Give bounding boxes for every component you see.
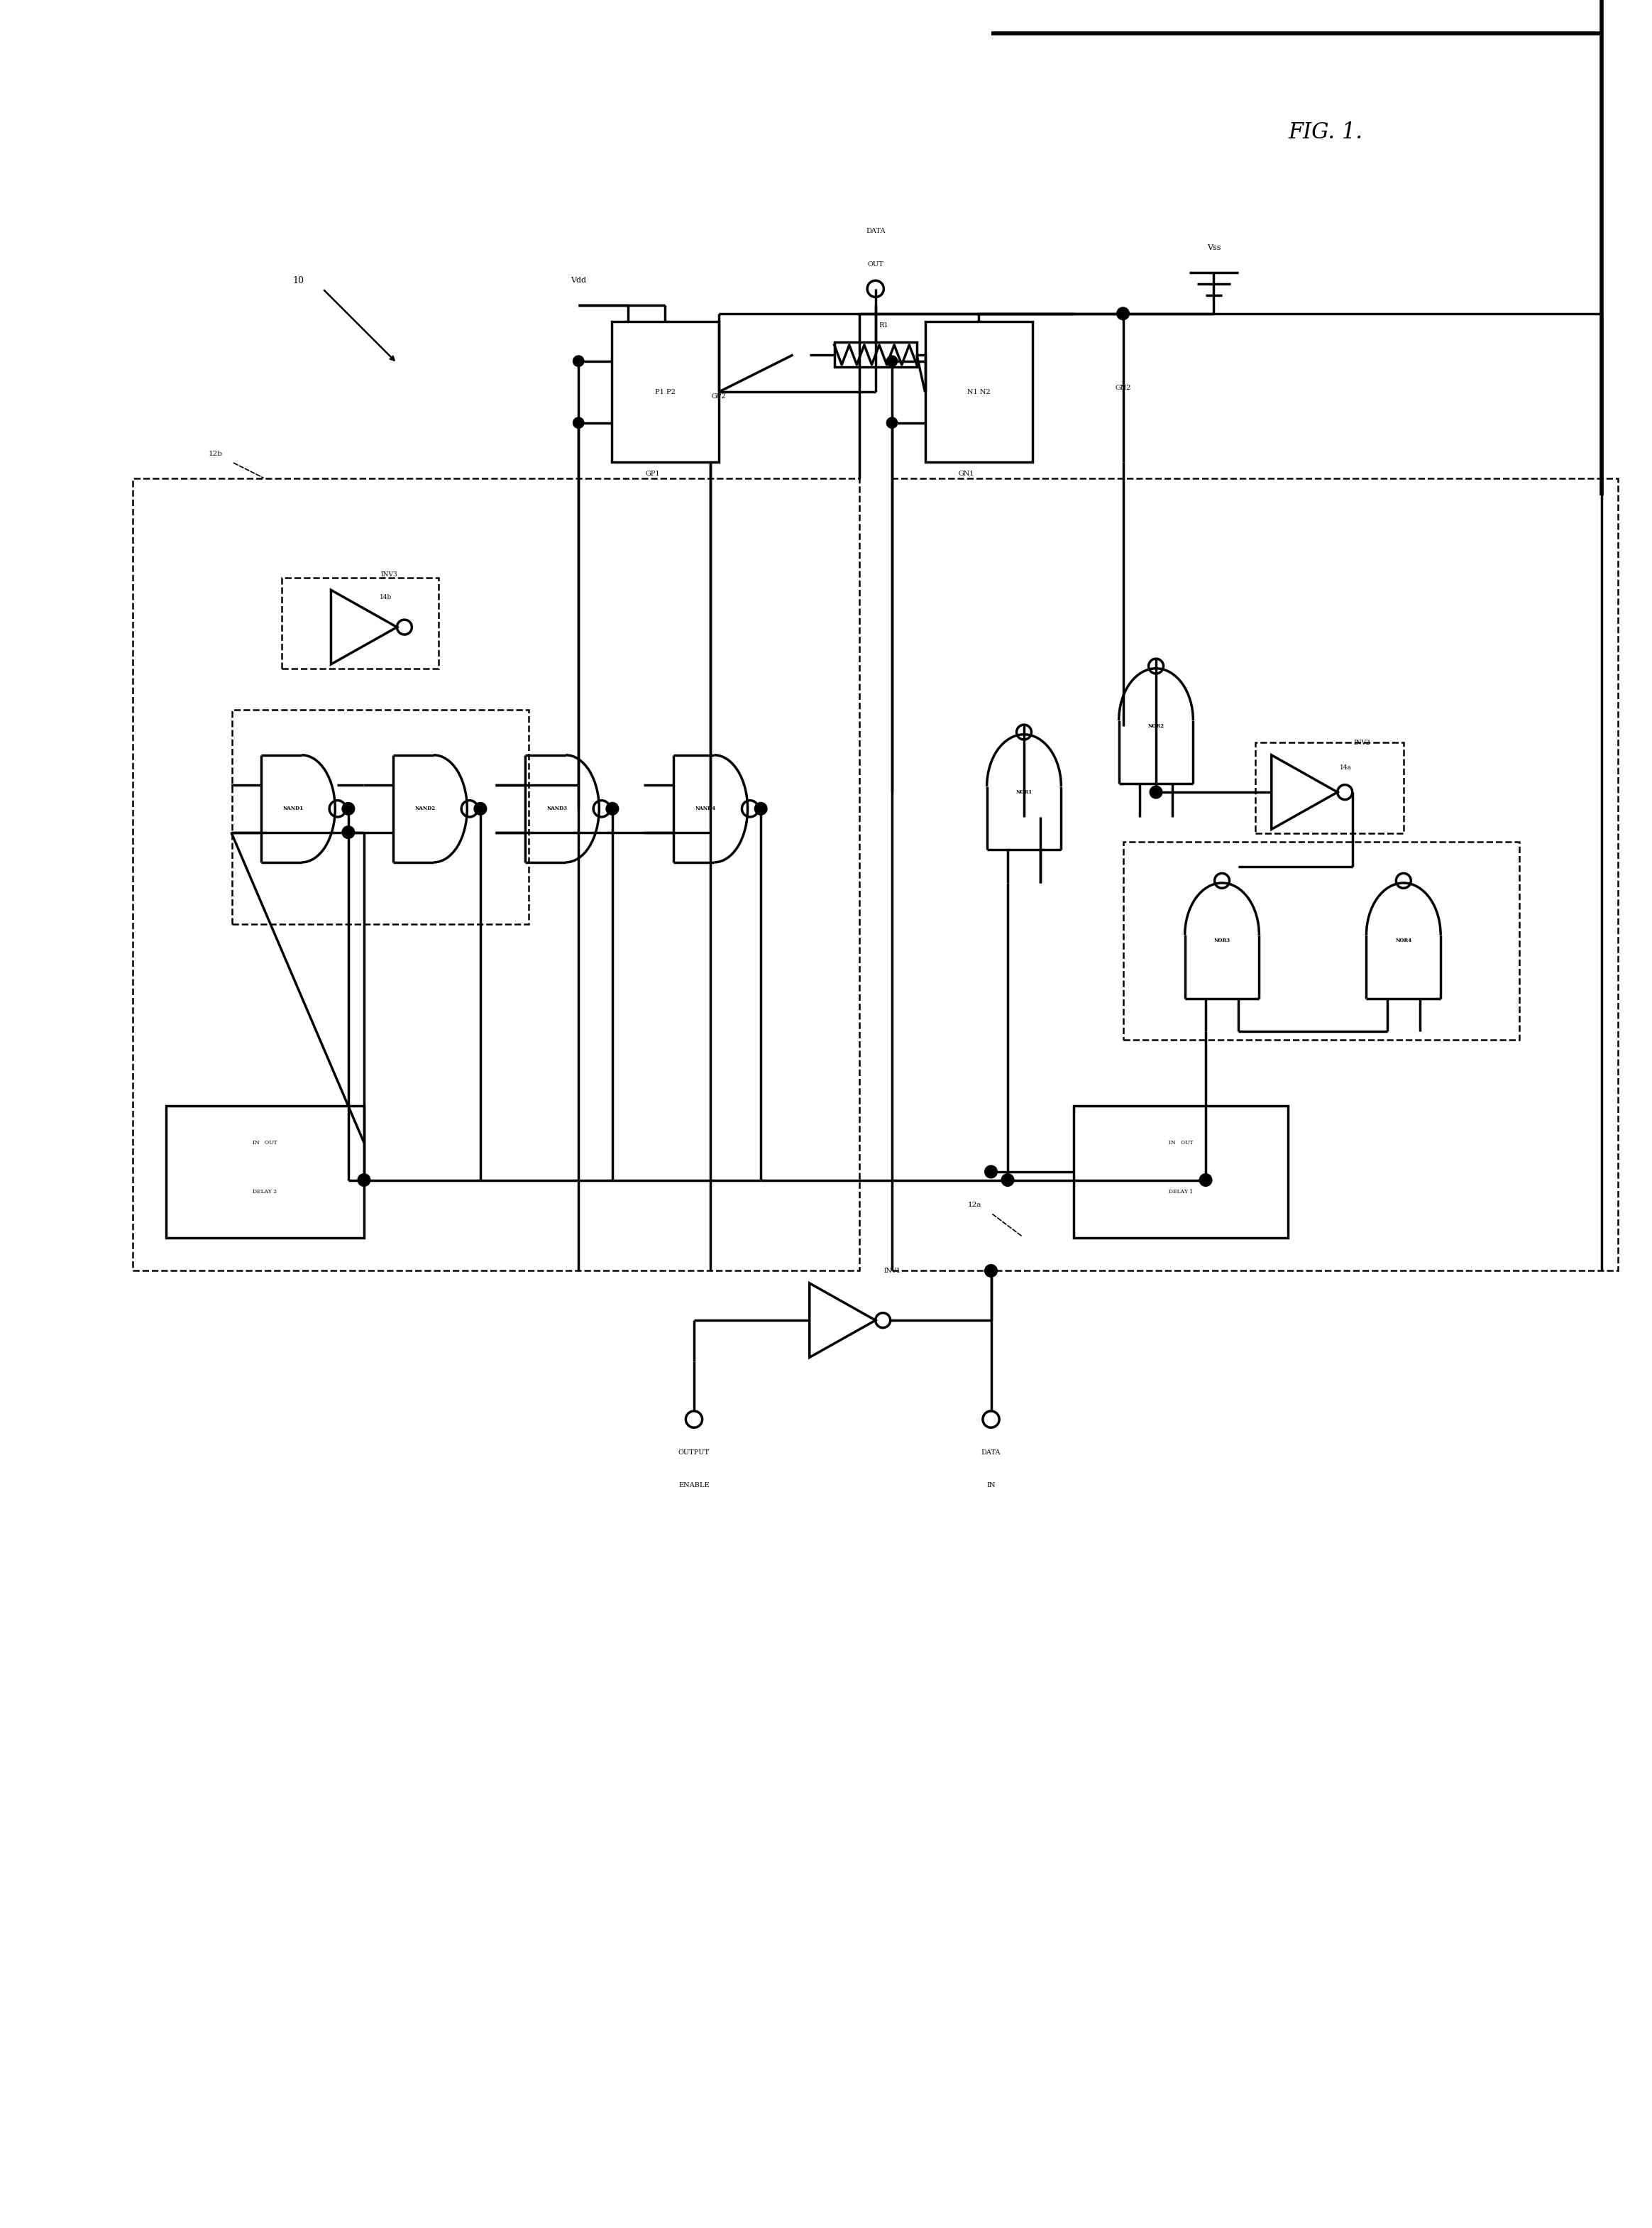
Circle shape: [755, 802, 767, 815]
Circle shape: [358, 1174, 370, 1185]
Polygon shape: [330, 590, 396, 664]
Bar: [165, 1105, 363, 1239]
Text: NOR3: NOR3: [1214, 938, 1231, 942]
Text: P1 P2: P1 P2: [654, 388, 676, 394]
Circle shape: [1001, 1174, 1013, 1185]
Text: DELAY 2: DELAY 2: [253, 1190, 278, 1194]
Text: 12a: 12a: [968, 1201, 981, 1208]
Text: NOR2: NOR2: [1148, 724, 1165, 729]
Text: FIG. 1.: FIG. 1.: [1289, 120, 1363, 143]
Text: OUTPUT: OUTPUT: [679, 1448, 710, 1455]
Text: OUT: OUT: [867, 261, 884, 267]
Circle shape: [985, 1266, 996, 1277]
Text: ENABLE: ENABLE: [679, 1482, 709, 1488]
Text: NAND1: NAND1: [282, 807, 304, 811]
Circle shape: [1199, 1174, 1211, 1185]
Text: GN1: GN1: [958, 470, 975, 477]
Text: INV2: INV2: [1355, 740, 1371, 746]
Text: Vss: Vss: [1208, 245, 1221, 252]
Circle shape: [573, 356, 583, 365]
Polygon shape: [809, 1283, 876, 1357]
Text: NAND4: NAND4: [695, 807, 715, 811]
Circle shape: [573, 419, 583, 428]
Text: N1 N2: N1 N2: [966, 388, 990, 394]
Text: IN: IN: [986, 1482, 996, 1488]
Bar: [281, 577, 438, 668]
Circle shape: [342, 802, 354, 815]
Text: Vdd: Vdd: [570, 276, 586, 285]
Text: 12b: 12b: [208, 450, 223, 457]
Text: IN   OUT: IN OUT: [253, 1141, 278, 1145]
Text: 14b: 14b: [380, 595, 392, 602]
Text: INV1: INV1: [884, 1268, 900, 1274]
Text: R1: R1: [879, 321, 889, 328]
Polygon shape: [1272, 755, 1338, 829]
Circle shape: [474, 802, 486, 815]
Text: NOR4: NOR4: [1396, 938, 1412, 942]
Bar: [892, 479, 1617, 1270]
Text: DELAY 1: DELAY 1: [1168, 1190, 1193, 1194]
Bar: [231, 711, 529, 925]
Circle shape: [1150, 786, 1161, 798]
Bar: [134, 479, 859, 1270]
Text: GN2: GN2: [1115, 385, 1132, 392]
Text: 10: 10: [292, 276, 304, 285]
Bar: [1074, 1105, 1289, 1239]
Bar: [1256, 742, 1404, 833]
Circle shape: [887, 356, 897, 365]
Text: DATA: DATA: [981, 1448, 1001, 1455]
Bar: [1123, 842, 1518, 1040]
Text: NOR1: NOR1: [1016, 789, 1032, 795]
Text: DATA: DATA: [866, 227, 885, 234]
Bar: [611, 321, 719, 461]
Text: 14a: 14a: [1340, 764, 1351, 771]
Text: IN   OUT: IN OUT: [1168, 1141, 1193, 1145]
Bar: [925, 321, 1032, 461]
Text: GP2: GP2: [712, 392, 727, 399]
Circle shape: [1117, 307, 1128, 319]
Circle shape: [606, 802, 618, 815]
Bar: [834, 343, 917, 368]
Text: NAND2: NAND2: [415, 807, 436, 811]
Text: NAND3: NAND3: [547, 807, 567, 811]
Circle shape: [887, 419, 897, 428]
Text: INV3: INV3: [380, 570, 396, 577]
Circle shape: [342, 827, 354, 838]
Circle shape: [985, 1165, 996, 1179]
Text: GP1: GP1: [646, 470, 661, 477]
